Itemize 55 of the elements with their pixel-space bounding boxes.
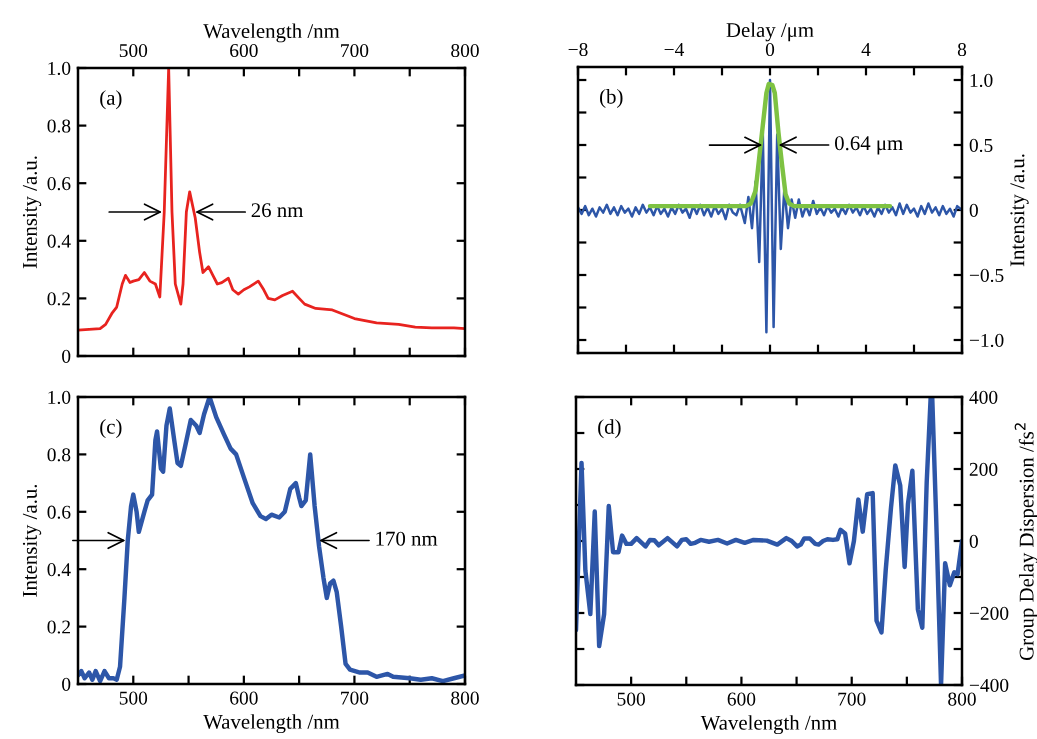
y-tick-label: 0.8: [47, 448, 71, 462]
y-tick-label: 0: [62, 677, 71, 691]
x-tick-label: 500: [617, 692, 645, 706]
x-tick-label: 8: [957, 42, 967, 57]
y-axis-title: Intensity /a.u.: [22, 156, 42, 269]
x-tick-label: 0: [765, 42, 775, 57]
y-tick-label: 1.0: [970, 73, 993, 88]
y-tick-label: 1.0: [48, 61, 71, 76]
y-tick-label: 0.8: [47, 119, 71, 133]
y-tick-label: −1.0: [969, 333, 1004, 348]
y-tick-label: −0.5: [969, 268, 1004, 283]
y-tick-label: 0.4: [47, 563, 71, 577]
y-tick-label: 0: [62, 349, 71, 363]
x-tick-label: 800: [451, 43, 479, 58]
x-tick-label: 800: [451, 691, 479, 705]
x-axis-title: Wavelength /nm: [700, 715, 837, 735]
annotation: (a): [100, 90, 122, 110]
x2-axis-title: Delay /μm: [726, 22, 814, 42]
x-tick-label: 700: [341, 691, 369, 705]
annotation: 0.64 μm: [834, 136, 903, 155]
y-tick-label: 0: [969, 203, 978, 217]
y-tick-label: 0.2: [47, 292, 70, 306]
line-series: [78, 397, 465, 684]
y2-axis-title: Group Delay Dispersion /fs$^{2}$: [1014, 423, 1037, 661]
y-tick-label: 0.5: [969, 138, 993, 153]
annotation: (b): [600, 89, 623, 108]
x-tick-label: −4: [664, 43, 685, 56]
y-tick-label: 1.0: [48, 390, 71, 405]
y2-axis-title: Intensity /a.u.: [1010, 154, 1029, 267]
annotation: 170 nm: [376, 531, 438, 546]
x-axis-title: Wavelength /nm: [203, 714, 340, 734]
x2-axis-title: Wavelength /nm: [203, 23, 340, 43]
x-tick-label: 800: [948, 692, 976, 706]
x-tick-label: 4: [861, 43, 871, 56]
x-tick-label: 600: [230, 691, 258, 705]
y2-tick-label: −400: [969, 678, 1009, 692]
y-tick-label: 0.6: [47, 177, 71, 191]
x-tick-label: −8: [568, 42, 588, 57]
y-axis-title: Intensity /a.u.: [22, 484, 42, 597]
x-tick-label: 600: [727, 692, 756, 706]
x-tick-label: 700: [838, 692, 866, 706]
y-tick-label: 0.4: [47, 234, 71, 248]
y2-tick-label: −200: [969, 606, 1009, 620]
y2-tick-label: 400: [969, 390, 998, 404]
x-tick-label: 700: [341, 43, 369, 58]
x-tick-label: 500: [119, 43, 148, 58]
annotation: 26 nm: [251, 203, 304, 218]
line-series: [576, 397, 962, 685]
annotation: (d): [598, 419, 621, 439]
x-tick-label: 500: [119, 691, 148, 705]
annotation: (c): [100, 419, 122, 439]
x-tick-label: 600: [230, 43, 258, 58]
y-tick-label: 0.6: [47, 505, 71, 519]
y2-tick-label: 200: [969, 462, 998, 476]
y-tick-label: 0.2: [47, 620, 70, 634]
